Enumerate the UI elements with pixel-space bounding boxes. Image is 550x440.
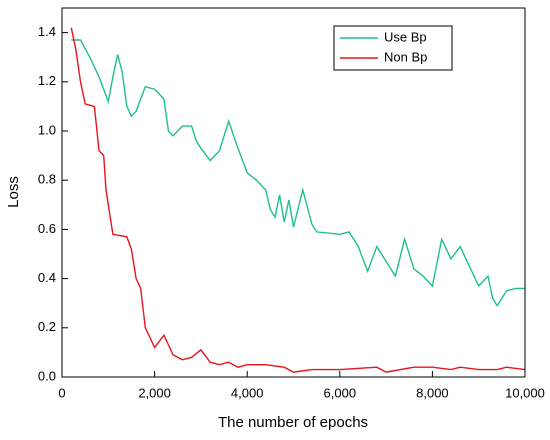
y-tick-label: 1.0 — [38, 122, 56, 137]
x-tick-label: 8,000 — [416, 385, 449, 400]
plot-frame — [61, 7, 526, 378]
y-tick-label: 1.4 — [38, 24, 56, 39]
legend-box — [333, 25, 453, 71]
x-tick-label: 0 — [58, 385, 65, 400]
y-tick-label: 0.4 — [38, 270, 56, 285]
x-axis-title: The number of epochs — [218, 414, 368, 431]
y-tick-label: 1.2 — [38, 73, 56, 88]
y-tick-label: 0.2 — [38, 319, 56, 334]
x-tick-label: 2,000 — [138, 385, 171, 400]
y-tick-label: 0.8 — [38, 172, 56, 187]
series-line — [70, 27, 526, 373]
x-tick-label: 6,000 — [324, 385, 357, 400]
legend-label: Use Bp — [384, 29, 427, 44]
y-tick-label: 0.6 — [38, 221, 56, 236]
x-tick-label: 4,000 — [231, 385, 264, 400]
y-axis-title: Loss — [5, 176, 22, 208]
legend-label: Non Bp — [384, 49, 427, 64]
x-tick-label: 10,000 — [505, 385, 545, 400]
series-line — [71, 39, 525, 308]
y-tick-label: 0.0 — [38, 368, 56, 383]
